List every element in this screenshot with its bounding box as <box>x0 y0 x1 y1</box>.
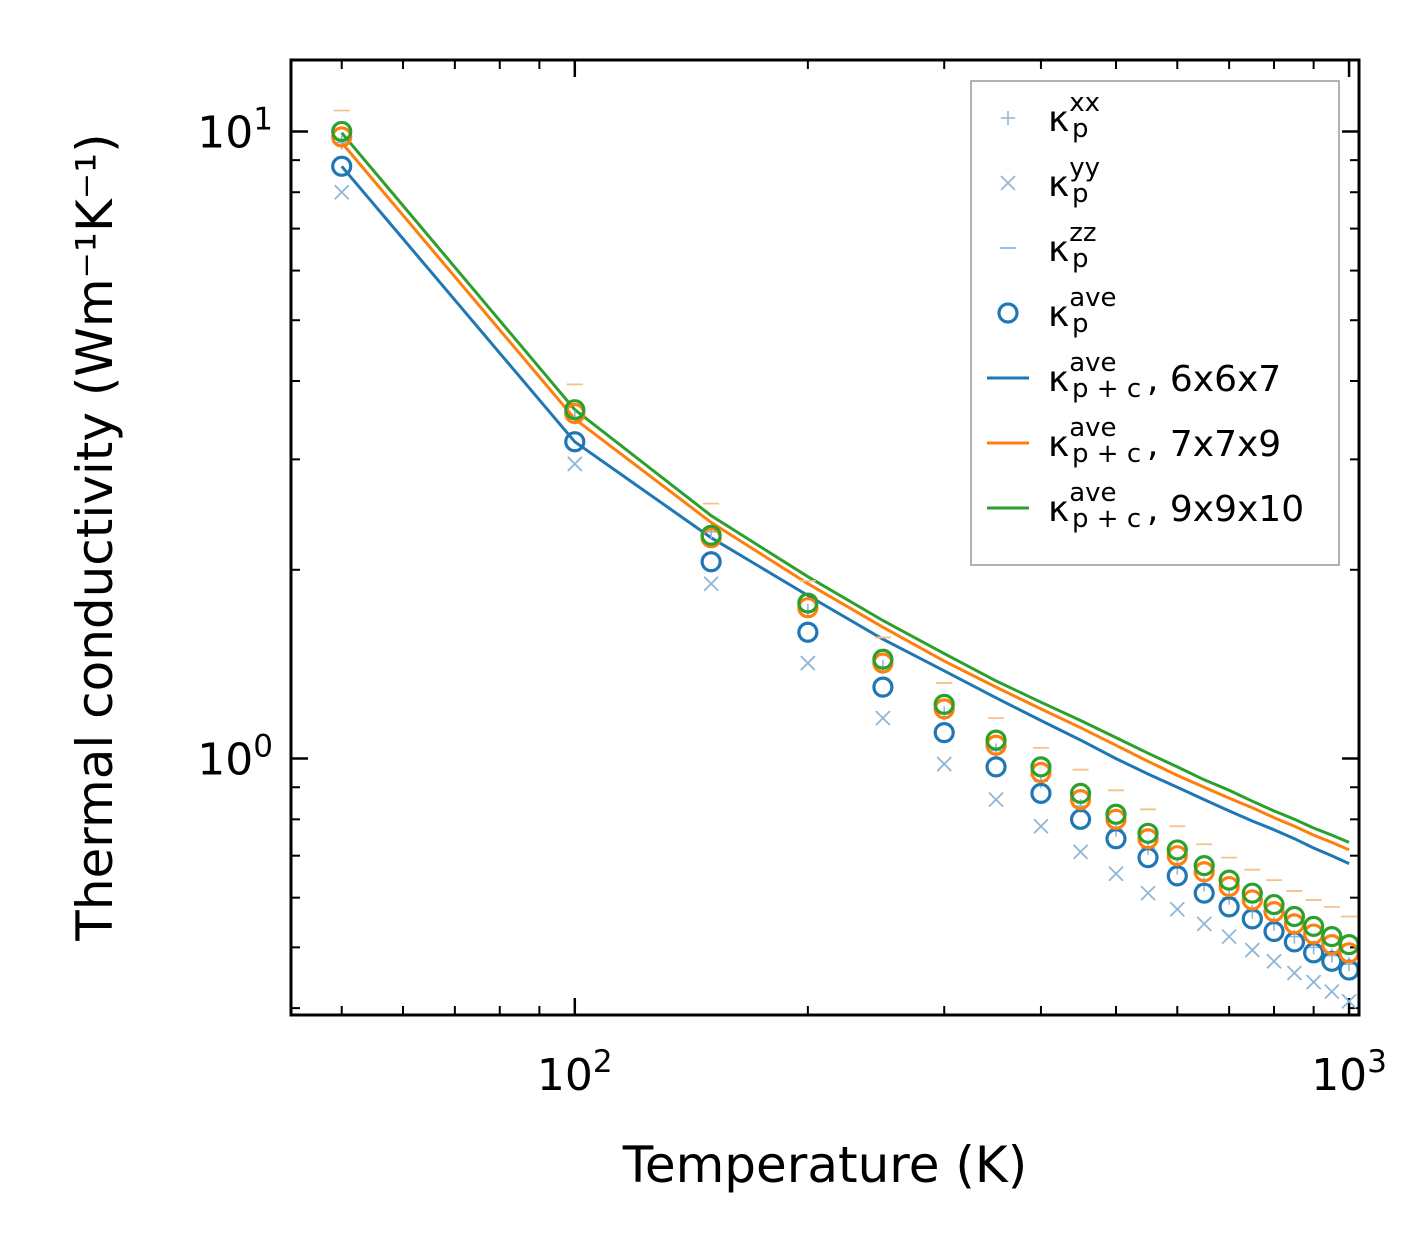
data-point-kyy <box>800 655 816 671</box>
marker-stroke <box>1221 929 1237 945</box>
data-point-kave_green <box>1321 926 1343 948</box>
data-point-kyy <box>1169 901 1185 917</box>
data-point-kave_blue <box>1263 920 1285 943</box>
marker-stroke <box>334 184 350 200</box>
marker-stroke <box>1196 916 1212 932</box>
marker-stroke <box>1108 866 1124 882</box>
data-point-kave_orange <box>1030 761 1052 784</box>
marker-stroke <box>1266 953 1282 969</box>
data-point-kyy <box>1305 974 1322 990</box>
data-point-kave_green <box>1166 839 1188 861</box>
legend-entry: κxx p <box>1001 88 1100 144</box>
data-point-kave_green <box>985 729 1007 751</box>
data-point-kave_green <box>331 120 353 143</box>
data-point-kyy <box>334 184 350 200</box>
data-point-kyy <box>1286 965 1303 981</box>
data-point-kave_green <box>1105 803 1127 825</box>
data-point-kave_green <box>933 693 955 715</box>
data-point-kyy <box>1033 818 1049 834</box>
data-point-kave_green <box>1218 869 1240 891</box>
data-point-kave_blue <box>872 676 894 698</box>
data-point-kave_blue <box>331 155 353 177</box>
data-point-kave_green <box>1241 882 1263 904</box>
data-point-kyy <box>1196 916 1212 932</box>
data-point-kave_green <box>700 524 722 546</box>
marker-stroke <box>988 791 1004 808</box>
data-point-kave_green <box>1283 905 1306 928</box>
series-line-line_orange <box>340 141 1350 852</box>
marker-stroke <box>567 456 583 472</box>
data-point-kave_orange <box>1218 875 1240 898</box>
marker-stroke <box>1305 974 1322 990</box>
data-point-kave_blue <box>564 431 586 453</box>
data-point-kave_blue <box>985 756 1007 778</box>
series-line-line_green <box>340 131 1350 844</box>
series-line-line_blue <box>340 165 1350 865</box>
data-point-kave_green <box>797 592 819 614</box>
data-point-kave_green <box>1069 782 1092 804</box>
marker-stroke <box>1341 993 1357 1010</box>
data-point-kyy <box>936 756 952 772</box>
data-point-kyy <box>988 791 1004 808</box>
data-point-kave_blue <box>933 721 955 744</box>
data-point-kyy <box>703 576 719 592</box>
data-point-kave_green <box>1193 854 1215 877</box>
legend-marker-swatch <box>997 302 1019 324</box>
data-point-kyy <box>1341 993 1357 1010</box>
data-point-kave_blue <box>1030 782 1052 804</box>
data-point-kave_green <box>564 399 586 421</box>
data-point-kave_green <box>1303 915 1325 937</box>
data-point-kave_orange <box>1263 901 1285 923</box>
marker-stroke <box>1033 818 1049 834</box>
marker-stroke <box>1072 844 1089 860</box>
data-point-kave_orange <box>1166 845 1188 867</box>
marker-stroke <box>936 756 952 772</box>
data-point-kyy <box>567 456 583 472</box>
data-point-kave_orange <box>1069 789 1092 811</box>
series-kzz <box>333 109 1358 918</box>
data-point-kyy <box>1072 844 1089 860</box>
marker-stroke <box>875 710 891 726</box>
data-point-kave_green <box>1137 822 1159 844</box>
legend-marker-swatch <box>1000 175 1016 191</box>
y-axis-label: Thermal conductivity (Wm⁻¹K⁻¹) <box>66 133 124 941</box>
data-point-kave_blue <box>1193 882 1215 904</box>
data-point-kave_green <box>872 648 894 670</box>
data-point-kave_blue <box>1069 808 1092 830</box>
legend-marker-swatch <box>1001 111 1015 125</box>
data-point-kave_blue <box>700 551 722 573</box>
marker-stroke <box>1000 175 1016 191</box>
data-point-kyy <box>1324 983 1340 1000</box>
marker-stroke <box>1140 885 1156 901</box>
series-kave_green <box>331 120 1360 956</box>
data-point-kave_blue <box>1218 896 1240 918</box>
marker-stroke <box>703 576 719 592</box>
plot-frame <box>289 58 1361 1017</box>
marker-stroke <box>1286 965 1303 981</box>
data-point-kyy <box>1244 942 1260 958</box>
x-axis-label: Temperature (K) <box>622 1136 1027 1194</box>
data-point-kave_blue <box>797 621 819 643</box>
data-point-kyy <box>1266 953 1282 969</box>
data-point-kyy <box>875 710 891 726</box>
marker-stroke <box>800 655 816 671</box>
data-point-kyy <box>1108 866 1124 882</box>
legend-box <box>970 80 1340 566</box>
marker-stroke <box>1324 983 1340 1000</box>
data-point-kave_green <box>1263 893 1285 916</box>
series-kyy <box>334 184 1357 1010</box>
data-point-kyy <box>1140 885 1156 901</box>
marker-stroke <box>1169 901 1185 917</box>
data-point-kave_orange <box>1241 889 1263 911</box>
data-point-kave_orange <box>1193 861 1215 883</box>
data-point-kave_green <box>1030 756 1052 778</box>
data-point-kave_blue <box>1166 865 1188 887</box>
marker-stroke <box>1244 942 1260 958</box>
data-layer <box>331 109 1360 1010</box>
data-point-kyy <box>1221 929 1237 945</box>
